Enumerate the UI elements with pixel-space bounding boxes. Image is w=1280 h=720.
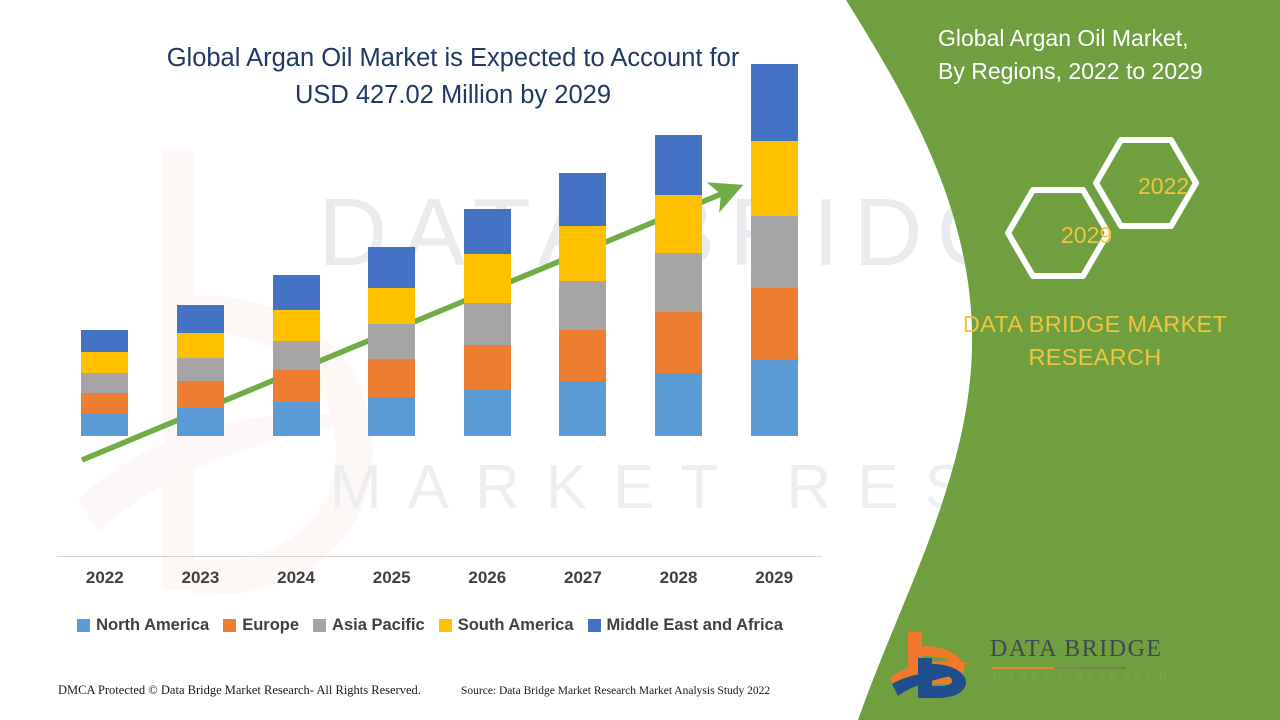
hexagon-outline-icon bbox=[1005, 137, 1199, 279]
legend-swatch-icon bbox=[438, 619, 452, 632]
bar-segment bbox=[176, 304, 224, 333]
brand-name: DATA BRIDGE MARKET RESEARCH bbox=[930, 308, 1260, 374]
bar-segment bbox=[272, 402, 320, 436]
bar-2022 bbox=[81, 329, 129, 436]
legend-label: North America bbox=[96, 616, 210, 634]
bar-segment bbox=[81, 373, 129, 393]
bar-segment bbox=[272, 310, 320, 341]
bar-segment bbox=[368, 359, 416, 397]
bar-segment bbox=[463, 209, 511, 255]
bar-segment bbox=[272, 340, 320, 371]
x-axis-label-2028: 2028 bbox=[659, 568, 698, 587]
bar-2023 bbox=[176, 304, 224, 436]
bar-segment bbox=[368, 247, 416, 288]
legend-item-europe[interactable]: Europe bbox=[223, 616, 299, 635]
bar-segment bbox=[559, 226, 607, 281]
legend-label: Middle East and Africa bbox=[606, 616, 783, 634]
bar-segment bbox=[176, 357, 224, 382]
hexagon-label-2022: 2022 bbox=[1138, 173, 1190, 199]
legend-label: Asia Pacific bbox=[332, 616, 425, 634]
x-axis-labels: 2022 2023 2024 2025 2026 2027 2028 2029 bbox=[57, 568, 822, 596]
legend-swatch-icon bbox=[223, 619, 237, 632]
bar-segment bbox=[368, 396, 416, 436]
bar-segment bbox=[463, 254, 511, 304]
logo-text-main: DATA BRIDGE bbox=[990, 636, 1163, 662]
page-title-line-1: Global Argan Oil Market is Expected to A… bbox=[166, 44, 740, 72]
bar-2027 bbox=[559, 173, 607, 436]
bar-segment bbox=[750, 216, 798, 288]
source-note: Source: Data Bridge Market Research Mark… bbox=[461, 685, 771, 697]
company-logo: DATA BRIDGE MARKET RESEARCH bbox=[888, 628, 1166, 700]
hexagon-label-2029: 2029 bbox=[1061, 222, 1113, 248]
bar-segment bbox=[559, 381, 607, 436]
panel-title-line-1: Global Argan Oil Market, bbox=[938, 25, 1189, 51]
x-axis-label-2026: 2026 bbox=[468, 568, 507, 587]
x-axis-label-2029: 2029 bbox=[755, 568, 794, 587]
dbmr-logo-mark-icon bbox=[890, 632, 974, 698]
x-axis-label-2027: 2027 bbox=[564, 568, 602, 587]
legend-item-south-america[interactable]: South America bbox=[438, 616, 574, 635]
hexagon-pair: 2022 2029 bbox=[978, 128, 1228, 293]
bar-segment bbox=[81, 352, 129, 374]
bar-segment bbox=[176, 408, 224, 436]
panel-title: Global Argan Oil Market, By Regions, 202… bbox=[938, 22, 1238, 88]
page-title-line-2: USD 427.02 Million by 2029 bbox=[294, 81, 612, 109]
bar-segment bbox=[463, 389, 511, 436]
bar-segment bbox=[176, 332, 224, 358]
chart-legend: North America Europe Asia Pacific South Ame… bbox=[0, 616, 860, 635]
x-axis-label-2023: 2023 bbox=[181, 568, 220, 587]
bar-2026 bbox=[463, 209, 511, 436]
bar-2028 bbox=[655, 135, 703, 436]
bar-segment bbox=[655, 311, 703, 374]
bar-segment bbox=[655, 373, 703, 436]
bar-segment bbox=[368, 287, 416, 325]
bar-segment bbox=[655, 195, 703, 253]
bar-segment bbox=[750, 287, 798, 361]
legend-swatch-icon bbox=[587, 619, 601, 632]
panel-content: Global Argan Oil Market, By Regions, 202… bbox=[890, 0, 1280, 720]
legend-item-asia-pacific[interactable]: Asia Pacific bbox=[313, 616, 425, 635]
legend-label: South America bbox=[457, 616, 574, 634]
bar-segment bbox=[750, 64, 798, 141]
page-title: Global Argan Oil Market is Expected to A… bbox=[108, 40, 798, 114]
bar-segment bbox=[81, 413, 129, 436]
bar-segment bbox=[559, 280, 607, 330]
logo-text-sub: MARKET RESEARCH bbox=[992, 671, 1172, 682]
brand-name-line-1: DATA BRIDGE MARKET bbox=[962, 311, 1228, 337]
legend-item-north-america[interactable]: North America bbox=[77, 616, 209, 635]
panel-title-line-2: By Regions, 2022 to 2029 bbox=[938, 58, 1203, 84]
bar-segment bbox=[463, 345, 511, 390]
x-axis-label-2022: 2022 bbox=[85, 568, 124, 587]
bar-segment bbox=[463, 303, 511, 346]
bar-segment bbox=[750, 360, 798, 436]
copyright-notice: DMCA Protected © Data Bridge Market Rese… bbox=[58, 683, 421, 697]
legend-swatch-icon bbox=[313, 619, 327, 632]
bar-2025 bbox=[368, 247, 416, 436]
bar-2024 bbox=[272, 275, 320, 436]
logo-divider bbox=[992, 667, 1126, 669]
bar-segment bbox=[368, 324, 416, 360]
bar-segment bbox=[750, 140, 798, 217]
bar-segment bbox=[559, 173, 607, 227]
x-axis-label-2024: 2024 bbox=[277, 568, 315, 587]
legend-label: Europe bbox=[242, 616, 300, 634]
bar-segment bbox=[655, 252, 703, 312]
bar-segment bbox=[272, 370, 320, 403]
bar-segment bbox=[81, 329, 129, 353]
bar-segment bbox=[272, 275, 320, 311]
bar-2029 bbox=[750, 64, 798, 436]
legend-item-middle-east-and-africa[interactable]: Middle East and Africa bbox=[587, 616, 783, 635]
brand-name-line-2: RESEARCH bbox=[1028, 344, 1162, 370]
bar-segment bbox=[559, 329, 607, 382]
bar-segment bbox=[176, 381, 224, 409]
bar-segment bbox=[655, 135, 703, 196]
x-axis-line bbox=[57, 556, 822, 557]
legend-swatch-icon bbox=[77, 619, 91, 632]
x-axis-label-2025: 2025 bbox=[372, 568, 411, 587]
bar-segment bbox=[81, 392, 129, 414]
